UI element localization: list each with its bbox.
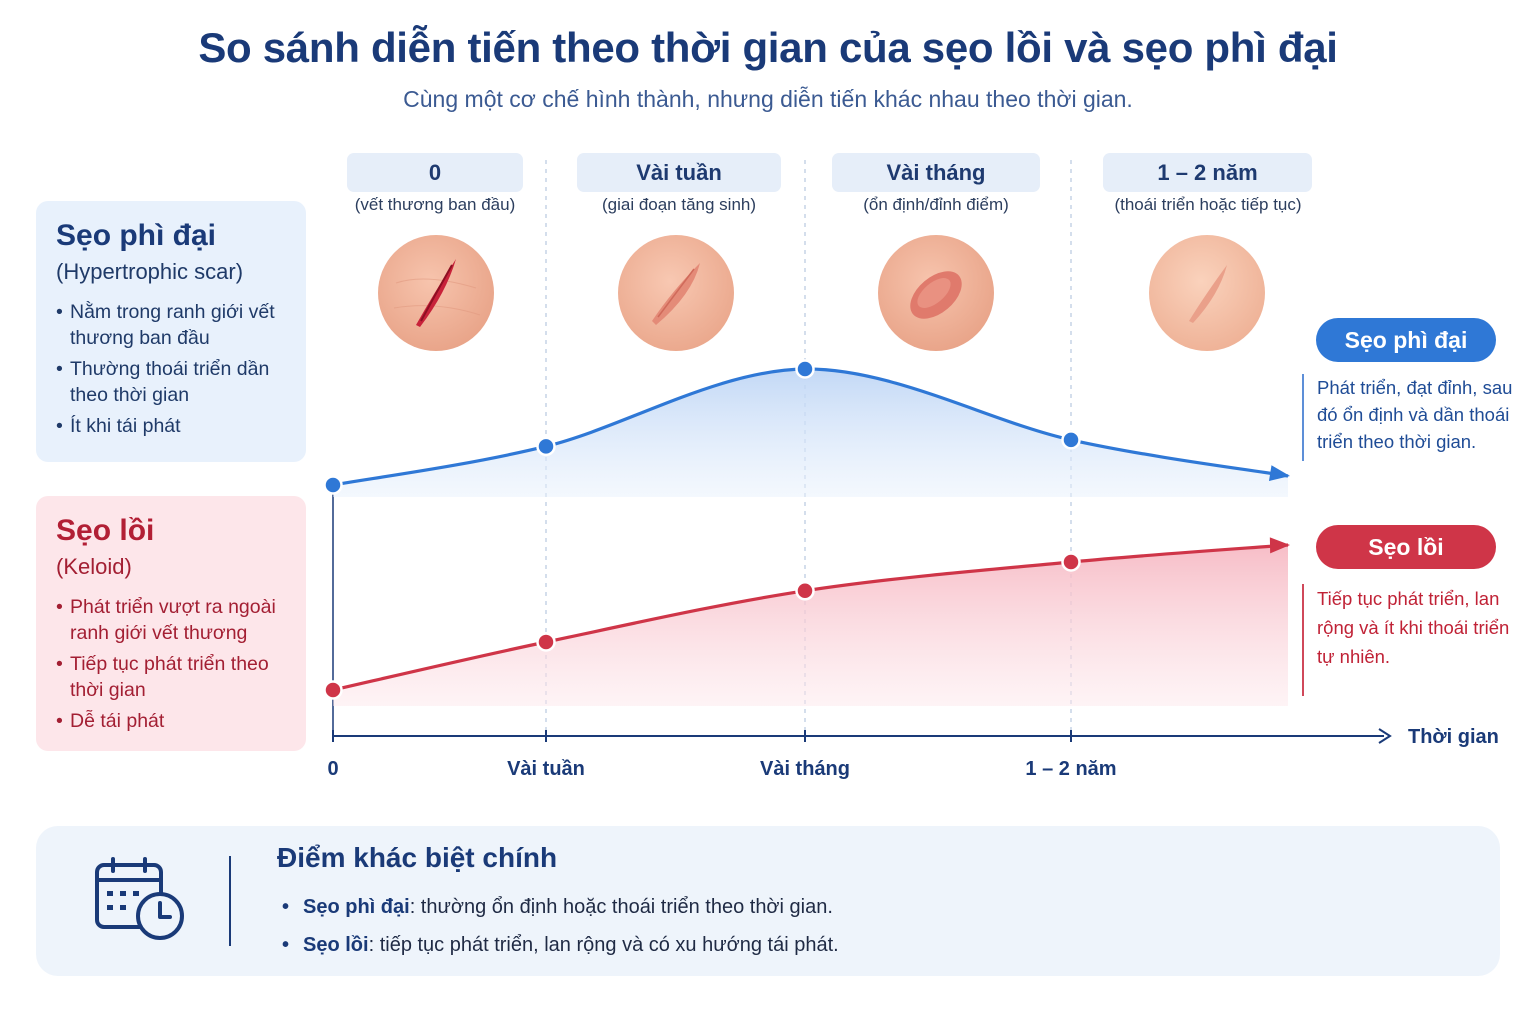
data-point [795, 581, 815, 601]
hypertrophic-bullet: Thường thoái triển dần theo thời gian [56, 356, 292, 408]
x-axis-arrow [1378, 728, 1392, 744]
keloid-english-name: (Keloid) [56, 554, 132, 579]
summary-text: : thường ổn định hoặc thoái triển theo t… [409, 896, 833, 918]
key-difference-heading: Điểm khác biệt chính [277, 842, 558, 873]
data-point [795, 359, 815, 379]
keloid-info-panel: Sẹo lồi (Keloid) Phát triển vượt ra ngoà… [36, 496, 306, 751]
page-subtitle: Cùng một cơ chế hình thành, nhưng diễn t… [403, 86, 1133, 112]
data-point [323, 680, 343, 700]
hypertrophic-bullet: Nằm trong ranh giới vết thương ban đầu [56, 299, 292, 351]
keloid-heading: Sẹo lồi [56, 514, 155, 547]
summary-text: : tiếp tục phát triển, lan rộng và có xu… [368, 934, 839, 956]
x-axis-tick-label: 1 – 2 năm [1025, 758, 1116, 780]
keloid-bullet: Phát triển vượt ra ngoài ranh giới vết t… [56, 594, 292, 646]
stage-1-label: Vài tuần [577, 153, 781, 192]
scar-image-regression [1149, 235, 1265, 351]
x-axis-title: Thời gian [1408, 726, 1499, 748]
data-point [536, 436, 556, 457]
summary-item: Sẹo lồi: tiếp tục phát triển, lan rộng v… [282, 926, 839, 964]
page-title: So sánh diễn tiến theo thời gian của sẹo… [198, 24, 1338, 71]
hypertrophic-bullet: Ít khi tái phát [56, 413, 292, 439]
stage-2-desc: (ổn định/đỉnh điểm) [863, 195, 1009, 214]
series-area [333, 545, 1288, 706]
stage-0-desc: (vết thương ban đầu) [354, 195, 516, 214]
summary-term: Sẹo phì đại [303, 896, 410, 918]
summary-term: Sẹo lồi [303, 934, 369, 956]
hypertrophic-heading: Sẹo phì đại [56, 219, 217, 252]
key-difference-box: Điểm khác biệt chính Sẹo phì đại: thường… [36, 826, 1500, 976]
stage-0-label: 0 [347, 153, 523, 192]
stage-2-label: Vài tháng [832, 153, 1040, 192]
hypertrophic-series-tag: Sẹo phì đại [1316, 318, 1496, 362]
data-point [536, 632, 556, 652]
data-point [1061, 552, 1081, 572]
stage-3-label: 1 – 2 năm [1103, 153, 1312, 192]
data-point [1061, 430, 1081, 450]
keloid-series-note: Tiếp tục phát triển, lan rộng và ít khi … [1302, 584, 1527, 696]
stage-3-desc: (thoái triển hoặc tiếp tục) [1114, 195, 1302, 214]
x-axis-tick-label: Vài tuần [507, 758, 585, 780]
series-arrow-head [1269, 537, 1290, 554]
hypertrophic-info-panel: Sẹo phì đại (Hypertrophic scar) Nằm tron… [36, 201, 306, 462]
stage-1-desc: (giai đoạn tăng sinh) [601, 195, 757, 214]
keloid-bullet: Dễ tái phát [56, 708, 292, 734]
data-point [323, 475, 343, 495]
scar-image-initial-wound [378, 235, 494, 351]
timeline-chart: 0 Vài tuần Vài tháng 1 – 2 năm Thời gian [323, 160, 1499, 780]
hypertrophic-series-note: Phát triển, đạt đỉnh, sau đó ổn định và … [1302, 374, 1527, 461]
summary-item: Sẹo phì đại: thường ổn định hoặc thoái t… [282, 888, 839, 926]
keloid-bullet: Tiếp tục phát triển theo thời gian [56, 651, 292, 703]
x-axis-tick-label: 0 [327, 758, 338, 780]
x-axis-tick-label: Vài tháng [760, 758, 850, 780]
scar-image-peak [878, 235, 994, 351]
series-area [333, 368, 1288, 497]
scar-image-proliferative [618, 235, 734, 351]
hypertrophic-english-name: (Hypertrophic scar) [56, 259, 244, 284]
calendar-clock-icon [95, 857, 184, 940]
summary-divider [229, 856, 231, 946]
series-arrow-head [1268, 465, 1290, 482]
keloid-series-tag: Sẹo lồi [1316, 525, 1496, 569]
